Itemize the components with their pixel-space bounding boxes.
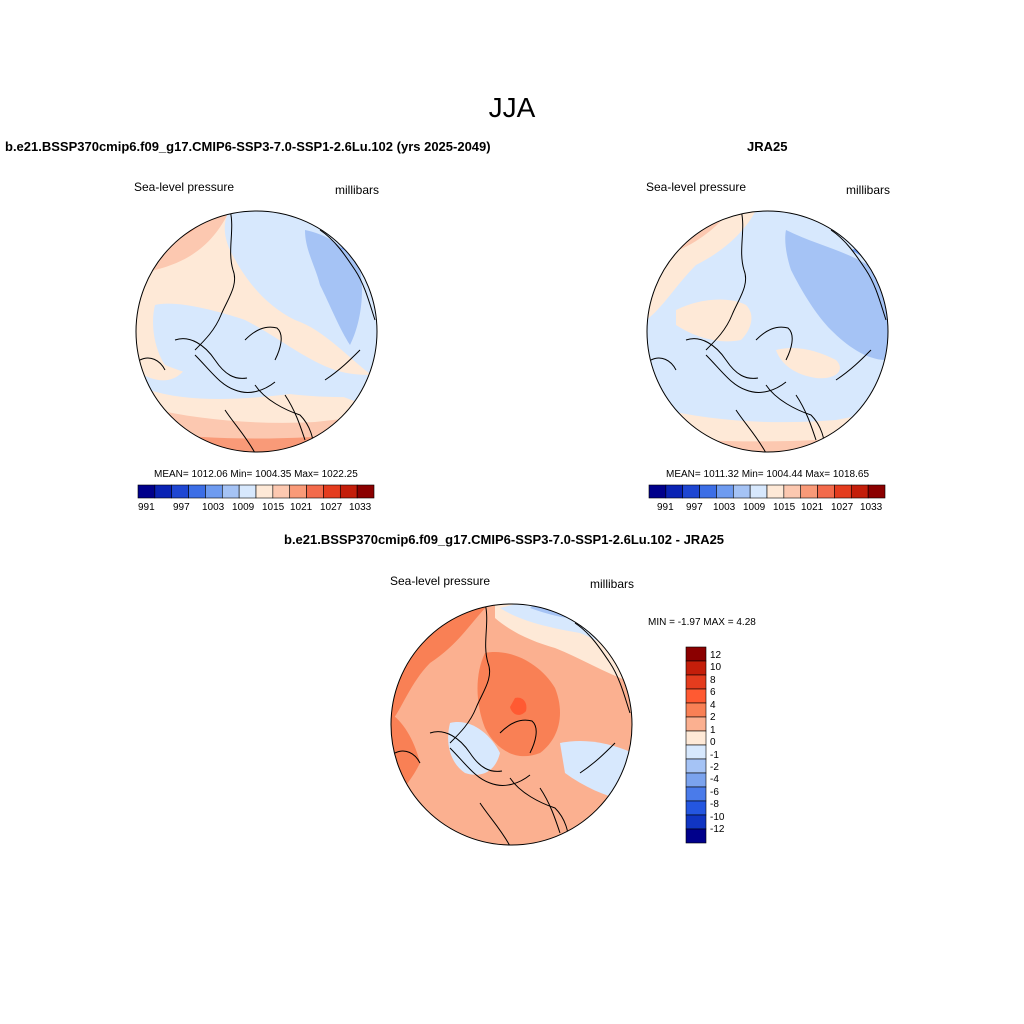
- panel-1-units-label: millibars: [335, 183, 380, 197]
- colorbar-swatch: [171, 484, 189, 499]
- colorbar-swatch: [289, 484, 307, 499]
- colorbar-swatch: [685, 786, 707, 802]
- colorbar-swatch: [685, 758, 707, 774]
- panel-1-tick: 991: [138, 502, 155, 513]
- panel-3-tick: 6: [710, 687, 716, 698]
- panel-2-tick: 1009: [743, 502, 766, 513]
- colorbar-swatch: [685, 688, 707, 704]
- colorbar-swatch: [685, 744, 707, 760]
- panel-3-variable-label: Sea-level pressure: [390, 574, 491, 588]
- colorbar-swatch: [685, 814, 707, 830]
- panel-2-tick: 1021: [801, 502, 824, 513]
- figure-title: JJA: [488, 92, 536, 123]
- colorbar-swatch: [685, 646, 707, 662]
- colorbar-swatch: [205, 484, 223, 499]
- panel-3-tick: -4: [710, 774, 719, 785]
- panel-2-stats: MEAN= 1011.32 Min= 1004.44 Max= 1018.65: [666, 469, 870, 480]
- colorbar-swatch: [685, 772, 707, 788]
- panel-1-tick: 1033: [349, 502, 372, 513]
- panel-2-units-label: millibars: [846, 183, 891, 197]
- colorbar-swatch: [716, 484, 734, 499]
- panel-3-tick: 0: [710, 737, 716, 748]
- colorbar-swatch: [685, 828, 707, 844]
- panel-1-stats: MEAN= 1012.06 Min= 1004.35 Max= 1022.25: [154, 469, 358, 480]
- colorbar-swatch: [800, 484, 818, 499]
- colorbar-swatch: [685, 716, 707, 732]
- colorbar-swatch: [685, 674, 707, 690]
- panel-1-tick: 1027: [320, 502, 343, 513]
- panel-3-tick: 8: [710, 675, 716, 686]
- colorbar-swatch: [766, 484, 785, 499]
- panel-3-colorbar: [685, 646, 707, 844]
- panel-3-map: [390, 603, 633, 846]
- colorbar-swatch: [648, 484, 667, 499]
- panel-3-title: b.e21.BSSP370cmip6.f09_g17.CMIP6-SSP3-7.…: [284, 532, 725, 547]
- colorbar-swatch: [685, 702, 707, 718]
- panel-3-tick: -6: [710, 787, 719, 798]
- colorbar-swatch: [154, 484, 173, 499]
- panel-3-tick: -10: [710, 812, 725, 823]
- panel-1-map: [135, 210, 378, 453]
- colorbar-swatch: [339, 484, 358, 499]
- panel-1-tick: 1021: [290, 502, 313, 513]
- panel-1-colorbar: [137, 484, 375, 499]
- panel-3-tick: -1: [710, 750, 719, 761]
- colorbar-swatch: [272, 484, 291, 499]
- colorbar-swatch: [682, 484, 700, 499]
- colorbar-swatch: [323, 484, 341, 499]
- colorbar-swatch: [685, 800, 707, 816]
- panel-3-tick: 4: [710, 700, 716, 711]
- panel-3-tick: -8: [710, 799, 719, 810]
- panel-1-tick: 1015: [262, 502, 285, 513]
- panel-3-tick: 10: [710, 662, 722, 673]
- panel-3-stats: MIN = -1.97 MAX = 4.28: [648, 617, 756, 628]
- panel-2-tick: 991: [657, 502, 674, 513]
- colorbar-swatch: [867, 484, 886, 499]
- panel-2-tick: 1033: [860, 502, 883, 513]
- colorbar-swatch: [665, 484, 684, 499]
- colorbar-swatch: [238, 484, 257, 499]
- panel-2-colorbar: [648, 484, 886, 499]
- colorbar-swatch: [749, 484, 768, 499]
- colorbar-swatch: [685, 660, 707, 676]
- panel-3-tick: -2: [710, 762, 719, 773]
- panel-1-tick: 997: [173, 502, 190, 513]
- panel-2-tick: 1027: [831, 502, 854, 513]
- colorbar-swatch: [356, 484, 375, 499]
- panel-3-colorbar-ticks: 12 10 8 6 4 2 1 0 -1 -2 -4 -6 -8 -10 -12: [710, 650, 740, 840]
- panel-1-tick: 1009: [232, 502, 255, 513]
- panel-3-tick: 12: [710, 650, 722, 661]
- colorbar-swatch: [306, 484, 324, 499]
- colorbar-swatch: [850, 484, 869, 499]
- colorbar-swatch: [255, 484, 274, 499]
- panel-2-colorbar-ticks: 991 997 1003 1009 1015 1021 1027 1033: [649, 502, 885, 514]
- panel-2-variable-label: Sea-level pressure: [646, 180, 747, 194]
- panel-2-tick: 997: [686, 502, 703, 513]
- colorbar-swatch: [221, 484, 240, 499]
- panel-1-title: b.e21.BSSP370cmip6.f09_g17.CMIP6-SSP3-7.…: [5, 139, 491, 154]
- colorbar-swatch: [137, 484, 156, 499]
- colorbar-swatch: [732, 484, 751, 499]
- panel-3-tick: 2: [710, 712, 716, 723]
- panel-3-tick: 1: [710, 725, 716, 736]
- colorbar-swatch: [188, 484, 206, 499]
- panel-3-tick: -12: [710, 824, 725, 835]
- colorbar-swatch: [817, 484, 835, 499]
- panel-2-tick: 1003: [713, 502, 736, 513]
- panel-1-colorbar-ticks: 991 997 1003 1009 1015 1021 1027 1033: [138, 502, 374, 514]
- panel-2-map: [646, 210, 889, 453]
- panel-3-units-label: millibars: [590, 577, 635, 591]
- colorbar-swatch: [834, 484, 852, 499]
- colorbar-swatch: [783, 484, 802, 499]
- panel-2-tick: 1015: [773, 502, 796, 513]
- colorbar-swatch: [685, 730, 707, 746]
- panel-1-tick: 1003: [202, 502, 225, 513]
- panel-1-variable-label: Sea-level pressure: [134, 180, 235, 194]
- panel-2-title: JRA25: [747, 139, 788, 154]
- colorbar-swatch: [699, 484, 717, 499]
